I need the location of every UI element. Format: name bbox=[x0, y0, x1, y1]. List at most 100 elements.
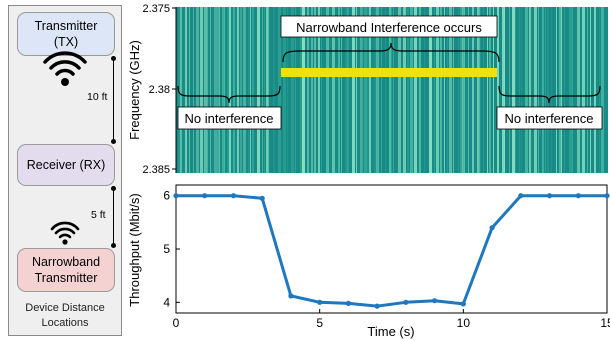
x-tick-label: 15 bbox=[600, 316, 610, 330]
signal-streak bbox=[509, 7, 510, 173]
signal-streak bbox=[237, 7, 239, 173]
signal-streak bbox=[193, 7, 194, 173]
signal-streak bbox=[410, 7, 413, 173]
signal-streak bbox=[328, 7, 329, 173]
data-point bbox=[432, 298, 438, 304]
data-point bbox=[489, 225, 495, 231]
left-annotation-text: No interference bbox=[185, 111, 274, 126]
signal-streak bbox=[464, 7, 465, 173]
chart-xlabel: Time (s) bbox=[367, 324, 414, 339]
signal-streak bbox=[291, 7, 294, 173]
signal-streak bbox=[477, 7, 480, 173]
signal-streak bbox=[376, 7, 379, 173]
signal-streak bbox=[229, 7, 231, 173]
signal-streak bbox=[447, 7, 448, 173]
signal-streak bbox=[429, 7, 432, 173]
x-tick-label: 0 bbox=[173, 316, 180, 330]
throughput-chart: 0 5 10 15 4 5 6 Time (s) Throughput (Mbit/s) bbox=[127, 184, 610, 339]
signal-streak bbox=[479, 7, 481, 173]
signal-streak bbox=[582, 7, 585, 173]
data-point bbox=[345, 300, 351, 306]
signal-streak bbox=[180, 7, 182, 173]
data-point bbox=[460, 301, 466, 307]
signal-streak bbox=[556, 7, 557, 173]
signal-streak bbox=[381, 7, 382, 173]
signal-streak bbox=[332, 7, 335, 173]
interference-band bbox=[281, 68, 497, 77]
caption-line1: Device Distance bbox=[25, 302, 105, 314]
signal-streak bbox=[287, 7, 288, 173]
data-point bbox=[374, 303, 380, 309]
spectrogram: 2.375 2.38 2.385 Frequency (GHz) Narrowb… bbox=[127, 3, 608, 176]
signal-streak bbox=[283, 7, 286, 173]
signal-streak bbox=[444, 7, 445, 173]
signal-icons-layer bbox=[43, 51, 87, 245]
top-brace bbox=[282, 42, 500, 63]
signal-streak bbox=[362, 7, 363, 173]
transmitter-sub-label: (TX) bbox=[53, 35, 79, 49]
signal-streak bbox=[407, 7, 409, 173]
wireless-signal-icon-small bbox=[50, 221, 80, 245]
device-distance-caption: Device Distance Locations bbox=[9, 301, 121, 331]
signal-streak bbox=[462, 7, 465, 173]
signal-streak bbox=[385, 7, 386, 173]
chart-ylabel: Throughput (Mbit/s) bbox=[127, 193, 142, 306]
signal-streak bbox=[264, 7, 265, 173]
signal-streak bbox=[307, 7, 309, 173]
signal-streak bbox=[434, 7, 435, 173]
narrowband-transmitter-box: Narrowband Transmitter bbox=[17, 248, 115, 292]
data-point bbox=[288, 293, 294, 299]
signal-streak bbox=[334, 7, 335, 173]
signal-streak bbox=[266, 7, 268, 173]
signal-streak bbox=[424, 7, 425, 173]
signal-streak bbox=[356, 7, 357, 173]
spectrogram-ylabel: Frequency (GHz) bbox=[127, 40, 142, 140]
spec-ytick-2: 2.38 bbox=[149, 84, 170, 96]
tx-rx-connector bbox=[111, 56, 116, 144]
receiver-box: Receiver (RX) bbox=[17, 144, 115, 186]
y-tick-label: 6 bbox=[163, 189, 170, 203]
x-tick-label: 10 bbox=[457, 316, 471, 330]
signal-streak bbox=[489, 7, 491, 173]
signal-streak bbox=[449, 7, 452, 173]
signal-streak bbox=[594, 7, 596, 173]
transmitter-label: Transmitter bbox=[34, 19, 98, 33]
signal-streak bbox=[561, 7, 562, 173]
signal-streak bbox=[318, 7, 320, 173]
signal-streak bbox=[219, 7, 220, 173]
x-tick-label: 5 bbox=[316, 316, 323, 330]
right-annotation-text: No interference bbox=[505, 111, 594, 126]
signal-streak bbox=[483, 7, 484, 173]
signal-streak bbox=[314, 7, 316, 173]
transmitter-box: Transmitter (TX) bbox=[17, 12, 115, 56]
spec-ytick-1: 2.375 bbox=[142, 3, 170, 15]
signal-streak bbox=[569, 7, 572, 173]
signal-streak bbox=[222, 7, 225, 173]
signal-streak bbox=[248, 7, 250, 173]
signal-streak bbox=[529, 7, 531, 173]
narrowband-label-line2: Transmitter bbox=[34, 271, 98, 285]
signal-streak bbox=[515, 7, 516, 173]
signal-streak bbox=[300, 7, 303, 173]
signal-streak bbox=[519, 7, 520, 173]
signal-streak bbox=[419, 7, 421, 173]
signal-streak bbox=[227, 7, 229, 173]
signal-streak bbox=[200, 7, 203, 173]
signal-streak bbox=[542, 7, 544, 173]
signal-streak bbox=[250, 7, 251, 173]
signal-streak bbox=[391, 7, 392, 173]
signal-streak bbox=[497, 7, 499, 173]
signal-streak bbox=[178, 7, 181, 173]
signal-streak bbox=[295, 7, 296, 173]
signal-streak bbox=[440, 7, 442, 173]
data-point bbox=[403, 299, 409, 305]
signal-streak bbox=[521, 7, 522, 173]
signal-streak bbox=[559, 7, 562, 173]
data-point bbox=[230, 193, 237, 199]
signal-streak bbox=[210, 7, 211, 173]
distance-tx-rx: 10 ft bbox=[87, 91, 108, 103]
signal-streak bbox=[587, 7, 588, 173]
signal-streak bbox=[534, 7, 537, 173]
data-point bbox=[604, 193, 610, 199]
signal-streak bbox=[321, 7, 322, 173]
